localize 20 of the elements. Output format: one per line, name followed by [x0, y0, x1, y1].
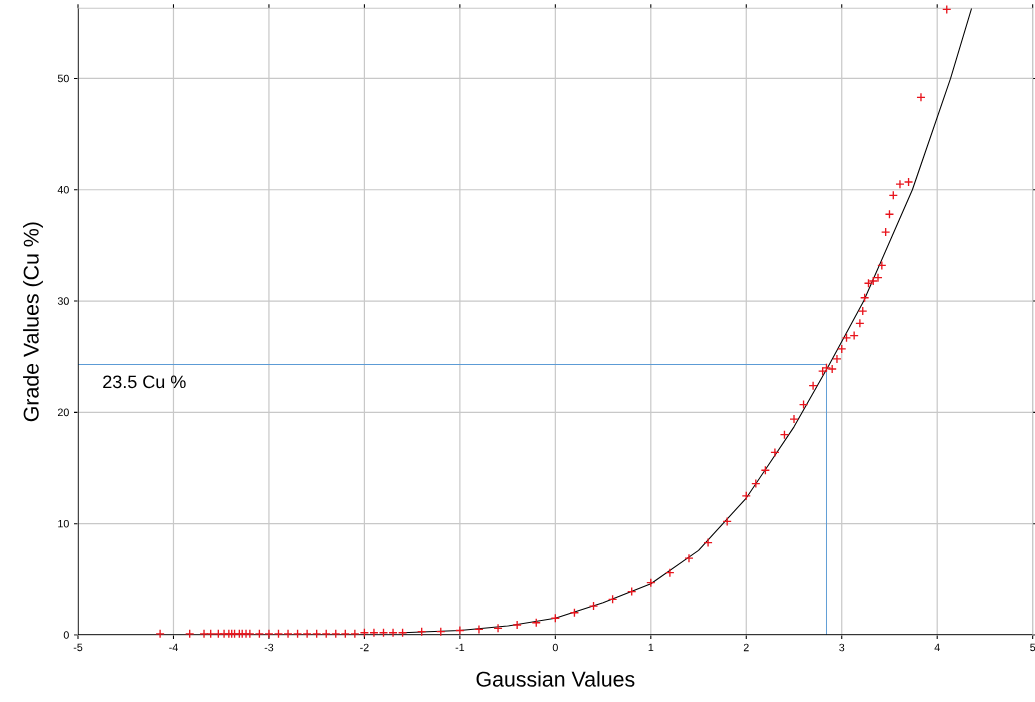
x-tick-label: -4: [169, 643, 178, 652]
x-tick-label: 1: [648, 643, 654, 652]
x-tick-label: 4: [934, 643, 940, 652]
y-tick-label: 40: [57, 185, 69, 194]
y-tick-label: 10: [58, 519, 69, 528]
y-tick-label: 30: [57, 297, 69, 305]
y-tick-label: 20: [57, 408, 69, 417]
x-tick-label: -1: [455, 643, 465, 652]
y-tick-label: 0: [63, 631, 69, 639]
y-axis-title: Grade Values (Cu %): [23, 222, 43, 422]
x-tick-label: -5: [73, 643, 83, 652]
x-tick-label: 3: [839, 643, 845, 652]
x-tick-label: 5: [1030, 643, 1035, 652]
y-tick-label: 50: [57, 74, 69, 83]
ref-line-label: 23.5 Cu %: [103, 375, 186, 389]
x-tick-label: -3: [264, 643, 274, 652]
x-tick-label: -2: [360, 643, 369, 652]
x-tick-label: 0: [552, 643, 558, 652]
x-tick-label: 2: [743, 643, 749, 652]
x-axis-title: Gaussian Values: [476, 671, 635, 687]
